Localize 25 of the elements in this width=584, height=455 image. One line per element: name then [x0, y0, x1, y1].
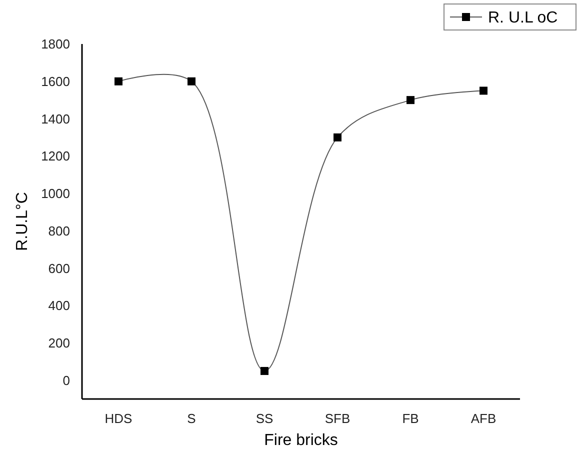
point	[188, 77, 196, 86]
point	[480, 86, 488, 95]
y-tick-label: 400	[48, 298, 70, 314]
x-tick-label: SS	[256, 411, 274, 426]
x-tick-label: S	[187, 411, 196, 426]
x-tick-label: SFB	[324, 411, 350, 426]
y-tick-label: 0	[62, 372, 70, 388]
x-tick-label: FB	[402, 411, 419, 426]
y-tick-label: 1000	[41, 186, 70, 202]
y-axis-title: R.U.L°C	[14, 192, 31, 251]
y-tick-label: 1800	[41, 36, 70, 52]
legend-label: R. U.L oC	[488, 10, 558, 27]
y-tick-label: 1600	[41, 74, 70, 89]
y-tick-label: 200	[48, 335, 70, 350]
y-tick-label: 1400	[41, 111, 70, 126]
y-tick-label: 800	[48, 223, 70, 238]
point	[334, 133, 342, 142]
x-tick-label: AFB	[470, 411, 496, 426]
x-axis-title: Fire bricks	[264, 432, 338, 449]
y-tick-label: 1200	[41, 148, 70, 164]
point	[406, 96, 414, 104]
x-tick-label: HDS	[104, 411, 133, 426]
y-tick-label: 600	[48, 260, 70, 276]
point	[114, 77, 122, 86]
point	[260, 366, 268, 375]
